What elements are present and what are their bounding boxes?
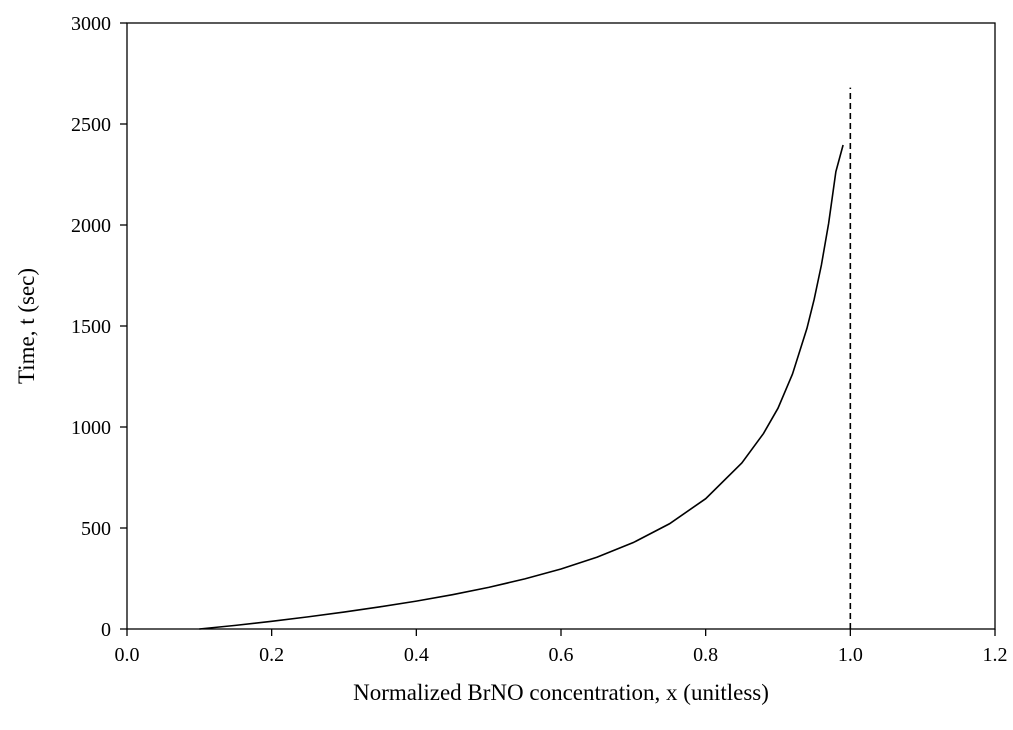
y-tick-label: 1500 — [71, 316, 111, 338]
y-tick-label: 500 — [81, 518, 111, 540]
y-axis-title: Time, t (sec) — [14, 268, 39, 384]
y-tick-label: 3000 — [71, 13, 111, 35]
y-tick-label: 2500 — [71, 114, 111, 136]
x-tick-label: 0.4 — [404, 644, 429, 666]
x-axis: 0.0 0.2 0.4 0.6 0.8 1.0 1.2 — [115, 629, 1008, 666]
x-tick-label: 1.0 — [838, 644, 863, 666]
x-axis-title: Normalized BrNO concentration, x (unitle… — [353, 680, 769, 705]
y-tick-label: 1000 — [71, 417, 111, 439]
x-tick-label: 0.0 — [115, 644, 140, 666]
plot-frame — [126, 22, 996, 630]
x-tick-label: 0.6 — [549, 644, 574, 666]
x-tick-label: 0.2 — [259, 644, 284, 666]
series-line — [199, 144, 844, 630]
y-axis: 0 500 1000 1500 2000 2500 3000 — [71, 13, 127, 641]
x-tick-label: 1.2 — [983, 644, 1008, 666]
y-tick-label: 0 — [101, 619, 111, 641]
y-tick-label: 2000 — [71, 215, 111, 237]
plot-area — [126, 22, 996, 630]
x-tick-label: 0.8 — [693, 644, 718, 666]
